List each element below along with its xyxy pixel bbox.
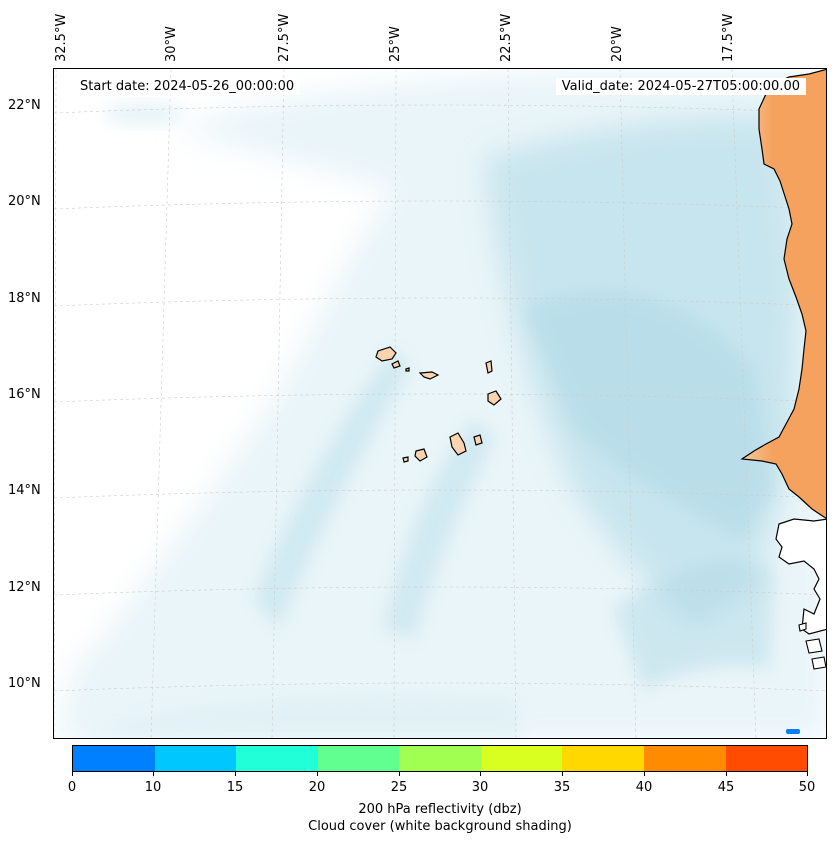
grid-lat-12n [54,586,826,596]
map-area[interactable]: Start date: 2024-05-26_00:00:00 Valid_da… [53,68,827,739]
colorbar-tick [72,772,73,776]
colorbar-tick-label: 15 [226,780,244,795]
grid-lon-25w [393,69,397,738]
valid-date-label: Valid_date: 2024-05-27T05:00:00.00 [555,78,806,95]
grid-lat-10n [54,682,826,692]
colorbar-tick [562,772,563,776]
lon-label-22-5w: 22.5°W [499,13,514,62]
lon-label-27-5w: 27.5°W [277,13,292,62]
island-brava [402,456,409,463]
lat-label-10n: 10°N [8,676,41,691]
cloud-band-central [524,291,774,539]
colorbar-tick [644,772,645,776]
lat-label-20n: 20°N [8,194,41,209]
islet-south-2 [811,656,826,670]
lon-label-32-5w: 32.5°W [54,13,69,62]
colorbar-tick-label: 0 [67,780,77,795]
colorbar-segment [480,746,563,771]
grid-lon-32-5w [54,69,57,738]
colorbar-tick-label: 45 [717,780,735,795]
colorbar-subtitle: Cloud cover (white background shading) [308,819,572,834]
cape-verde-islands [375,346,502,463]
colorbar-tick [480,772,481,776]
colorbar-tick-label: 30 [471,780,489,795]
colorbar-segment [317,746,400,771]
colorbar-segment [725,746,808,771]
colorbar-tick-label: 20 [308,780,326,795]
grid-lat-22n [54,104,826,114]
cloud-south-band [85,695,524,738]
start-date-label: Start date: 2024-05-26_00:00:00 [74,78,301,95]
colorbar-segment [643,746,726,771]
grid-lon-27-5w [271,69,285,738]
island-santiago [449,432,467,456]
lat-label-18n: 18°N [8,291,41,306]
islet-south-1 [805,638,823,654]
lat-label-12n: 12°N [8,580,41,595]
cloud-streak-west-1 [254,349,409,629]
colorbar-tick [317,772,318,776]
lat-label-22n: 22°N [8,98,41,113]
grid-lon-20w [619,69,637,738]
colorbar-segment [236,746,318,771]
lon-label-17-5w: 17.5°W [721,13,736,62]
colorbar-segment [154,746,237,771]
reflectivity-colorbar [72,745,808,772]
colorbar-segment [73,746,155,771]
lon-label-30w: 30°W [164,26,179,62]
grid-lon-30w [150,69,172,738]
island-santo-antao [375,346,397,362]
cloud-cover-layer [54,69,826,738]
island-boa-vista [487,390,502,406]
colorbar-tick-label: 35 [553,780,571,795]
colorbar-segment [399,746,481,771]
island-sao-nicolau [418,371,440,380]
grid-lat-20n [54,200,826,210]
grid-lat-16n [54,393,826,403]
island-maio [473,434,483,446]
lat-label-16n: 16°N [8,387,41,402]
island-fogo [414,448,428,462]
colorbar-tick [807,772,808,776]
grid-lon-17-5w [731,69,757,738]
colorbar-tick-label: 25 [390,780,408,795]
colorbar-tick-label: 40 [635,780,653,795]
grid-lat-14n [54,489,826,499]
graticule [54,69,826,738]
cloud-streak-west-2 [384,419,494,639]
colorbar-segment [562,746,644,771]
colorbar-tick [399,772,400,776]
map-canvas [54,69,826,738]
island-sal [485,360,493,374]
colorbar-tick [153,772,154,776]
colorbar-tick-label: 50 [798,780,816,795]
colorbar-title: 200 hPa reflectivity (dbz) [358,802,522,817]
lat-label-14n: 14°N [8,483,41,498]
colorbar-tick-label: 10 [144,780,162,795]
island-sao-vicente [391,360,401,369]
cloud-southeast [614,561,774,689]
reflectivity-speck [786,729,800,734]
islet-south-3 [798,622,807,632]
lon-label-20w: 20°W [610,26,625,62]
colorbar-tick [235,772,236,776]
colorbar-tick [726,772,727,776]
west-africa-land [740,69,826,519]
grid-lon-22-5w [507,69,517,738]
island-santa-luzia [405,367,410,372]
lon-label-25w: 25°W [388,26,403,62]
cloud-patch-nw [104,102,184,126]
grid-lat-18n [54,297,826,307]
